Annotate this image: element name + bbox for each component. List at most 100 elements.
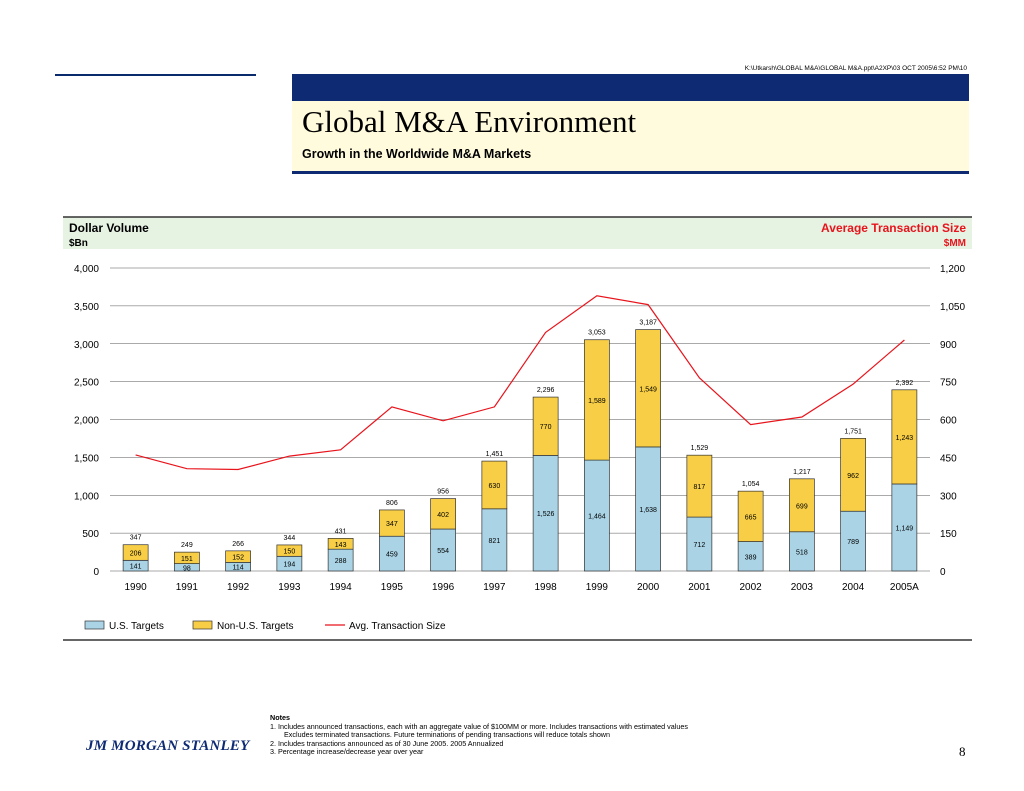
- note-line-3: 3. Percentage increase/decrease year ove…: [270, 747, 424, 757]
- data-label-total: 249: [181, 542, 193, 549]
- y-tick-label-left: 500: [82, 529, 99, 540]
- page-subtitle: Growth in the Worldwide M&A Markets: [302, 147, 532, 161]
- data-label-total: 266: [232, 541, 244, 548]
- data-label-total: 431: [335, 528, 347, 535]
- y-tick-label-right: 1,050: [940, 302, 965, 313]
- page-number: 8: [959, 744, 966, 759]
- y-tick-label-right: 450: [940, 453, 957, 464]
- x-tick-label: 1994: [330, 582, 353, 593]
- y-tick-label-right: 0: [940, 567, 946, 578]
- data-label-total: 1,451: [486, 451, 504, 458]
- data-label-total: 1,529: [691, 445, 709, 452]
- y-tick-label-right: 900: [940, 340, 957, 351]
- data-label-us: 288: [335, 558, 347, 565]
- bar-non-us-targets: [225, 550, 251, 563]
- legend-label-us: U.S. Targets: [109, 621, 164, 632]
- data-label-non-us: 347: [386, 521, 398, 528]
- data-label-total: 347: [130, 535, 142, 542]
- data-label-us: 1,149: [896, 525, 914, 532]
- y-tick-label-left: 2,000: [74, 416, 99, 427]
- data-label-us: 554: [437, 548, 449, 555]
- y-tick-label-left: 0: [93, 567, 99, 578]
- data-label-us: 98: [183, 565, 191, 572]
- bar-us-targets: [430, 528, 456, 572]
- data-label-total: 3,053: [588, 330, 606, 337]
- data-label-us: 712: [694, 542, 706, 549]
- notes-block: Notes 1. Includes announced transactions…: [270, 713, 688, 757]
- title-box-bottom-rule: [292, 171, 969, 174]
- x-tick-label: 1997: [483, 582, 506, 593]
- y-tick-label-right: 750: [940, 378, 957, 389]
- bar-non-us-targets: [737, 490, 764, 542]
- top-left-rule: [55, 74, 256, 76]
- data-label-us: 518: [796, 549, 808, 556]
- y-tick-label-left: 3,500: [74, 302, 99, 313]
- bar-non-us-targets: [532, 396, 559, 456]
- note-line-1: 1. Includes announced transactions, each…: [270, 721, 688, 731]
- bar-us-targets: [840, 510, 866, 572]
- y-tick-label-left: 1,000: [74, 491, 99, 502]
- data-label-non-us: 1,549: [639, 386, 657, 393]
- data-label-us: 1,526: [537, 511, 555, 518]
- bar-non-us-targets: [276, 544, 303, 557]
- header-navy-bar: [292, 74, 969, 101]
- bar-non-us-targets: [327, 538, 354, 550]
- bar-us-targets: [481, 508, 508, 572]
- x-tick-label: 1992: [227, 582, 250, 593]
- data-label-total: 1,217: [793, 469, 811, 476]
- data-label-us: 459: [386, 552, 398, 559]
- bar-non-us-targets: [122, 544, 149, 561]
- data-label-non-us: 1,589: [588, 398, 606, 405]
- bar-non-us-targets: [635, 329, 661, 448]
- note-line-1-cont: Excludes terminated transactions. Future…: [284, 730, 610, 740]
- bar-non-us-targets: [840, 438, 866, 512]
- company-logo-text: JM MORGAN STANLEY: [86, 738, 250, 754]
- x-tick-label: 1998: [535, 582, 558, 593]
- left-axis-unit: $Bn: [69, 238, 88, 249]
- bar-non-us-targets: [481, 460, 508, 510]
- data-label-non-us: 206: [130, 551, 142, 558]
- data-label-total: 956: [437, 489, 449, 496]
- y-tick-label-left: 3,000: [74, 340, 99, 351]
- note-line-2: 2. Includes transactions announced as of…: [270, 738, 504, 748]
- data-label-non-us: 402: [437, 512, 449, 519]
- x-tick-label: 2001: [688, 582, 711, 593]
- bar-non-us-targets: [430, 498, 456, 530]
- y-tick-label-right: 300: [940, 491, 957, 502]
- bar-us-targets: [584, 459, 610, 572]
- data-label-non-us: 143: [335, 542, 347, 549]
- bar-us-targets: [532, 455, 559, 572]
- bar-us-targets: [379, 535, 405, 572]
- axis-header-band: [63, 217, 972, 249]
- x-tick-label: 1993: [278, 582, 301, 593]
- x-tick-label: 1990: [125, 582, 148, 593]
- data-label-us: 141: [130, 564, 142, 571]
- data-label-non-us: 817: [694, 484, 706, 491]
- y-tick-label-left: 2,500: [74, 378, 99, 389]
- y-tick-label-right: 600: [940, 416, 957, 427]
- data-label-total: 2,392: [896, 380, 914, 387]
- x-tick-label: 2002: [740, 582, 763, 593]
- y-tick-label-left: 4,000: [74, 264, 99, 275]
- data-label-total: 344: [284, 535, 296, 542]
- bar-non-us-targets: [584, 339, 610, 461]
- legend-label-avg: Avg. Transaction Size: [349, 621, 446, 632]
- bar-non-us-targets: [789, 478, 815, 533]
- line-avg-transaction-size: [135, 295, 905, 471]
- data-label-total: 806: [386, 500, 398, 507]
- y-tick-label-right: 1,200: [940, 264, 965, 275]
- data-label-non-us: 152: [232, 555, 244, 562]
- bar-non-us-targets: [686, 454, 713, 518]
- data-label-non-us: 962: [847, 473, 859, 480]
- data-label-non-us: 151: [181, 556, 193, 563]
- x-tick-label: 1999: [586, 582, 609, 593]
- file-path-label: K:\Utkarsh\GLOBAL M&A\GLOBAL M&A.ppt\A2X…: [744, 65, 967, 72]
- legend-swatch-us: [84, 620, 105, 630]
- x-tick-label: 1995: [381, 582, 404, 593]
- right-axis-title: Average Transaction Size: [821, 221, 966, 235]
- x-tick-label: 2003: [791, 582, 814, 593]
- data-label-us: 114: [233, 565, 244, 572]
- x-tick-label: 2000: [637, 582, 660, 593]
- left-axis-title: Dollar Volume: [69, 221, 149, 235]
